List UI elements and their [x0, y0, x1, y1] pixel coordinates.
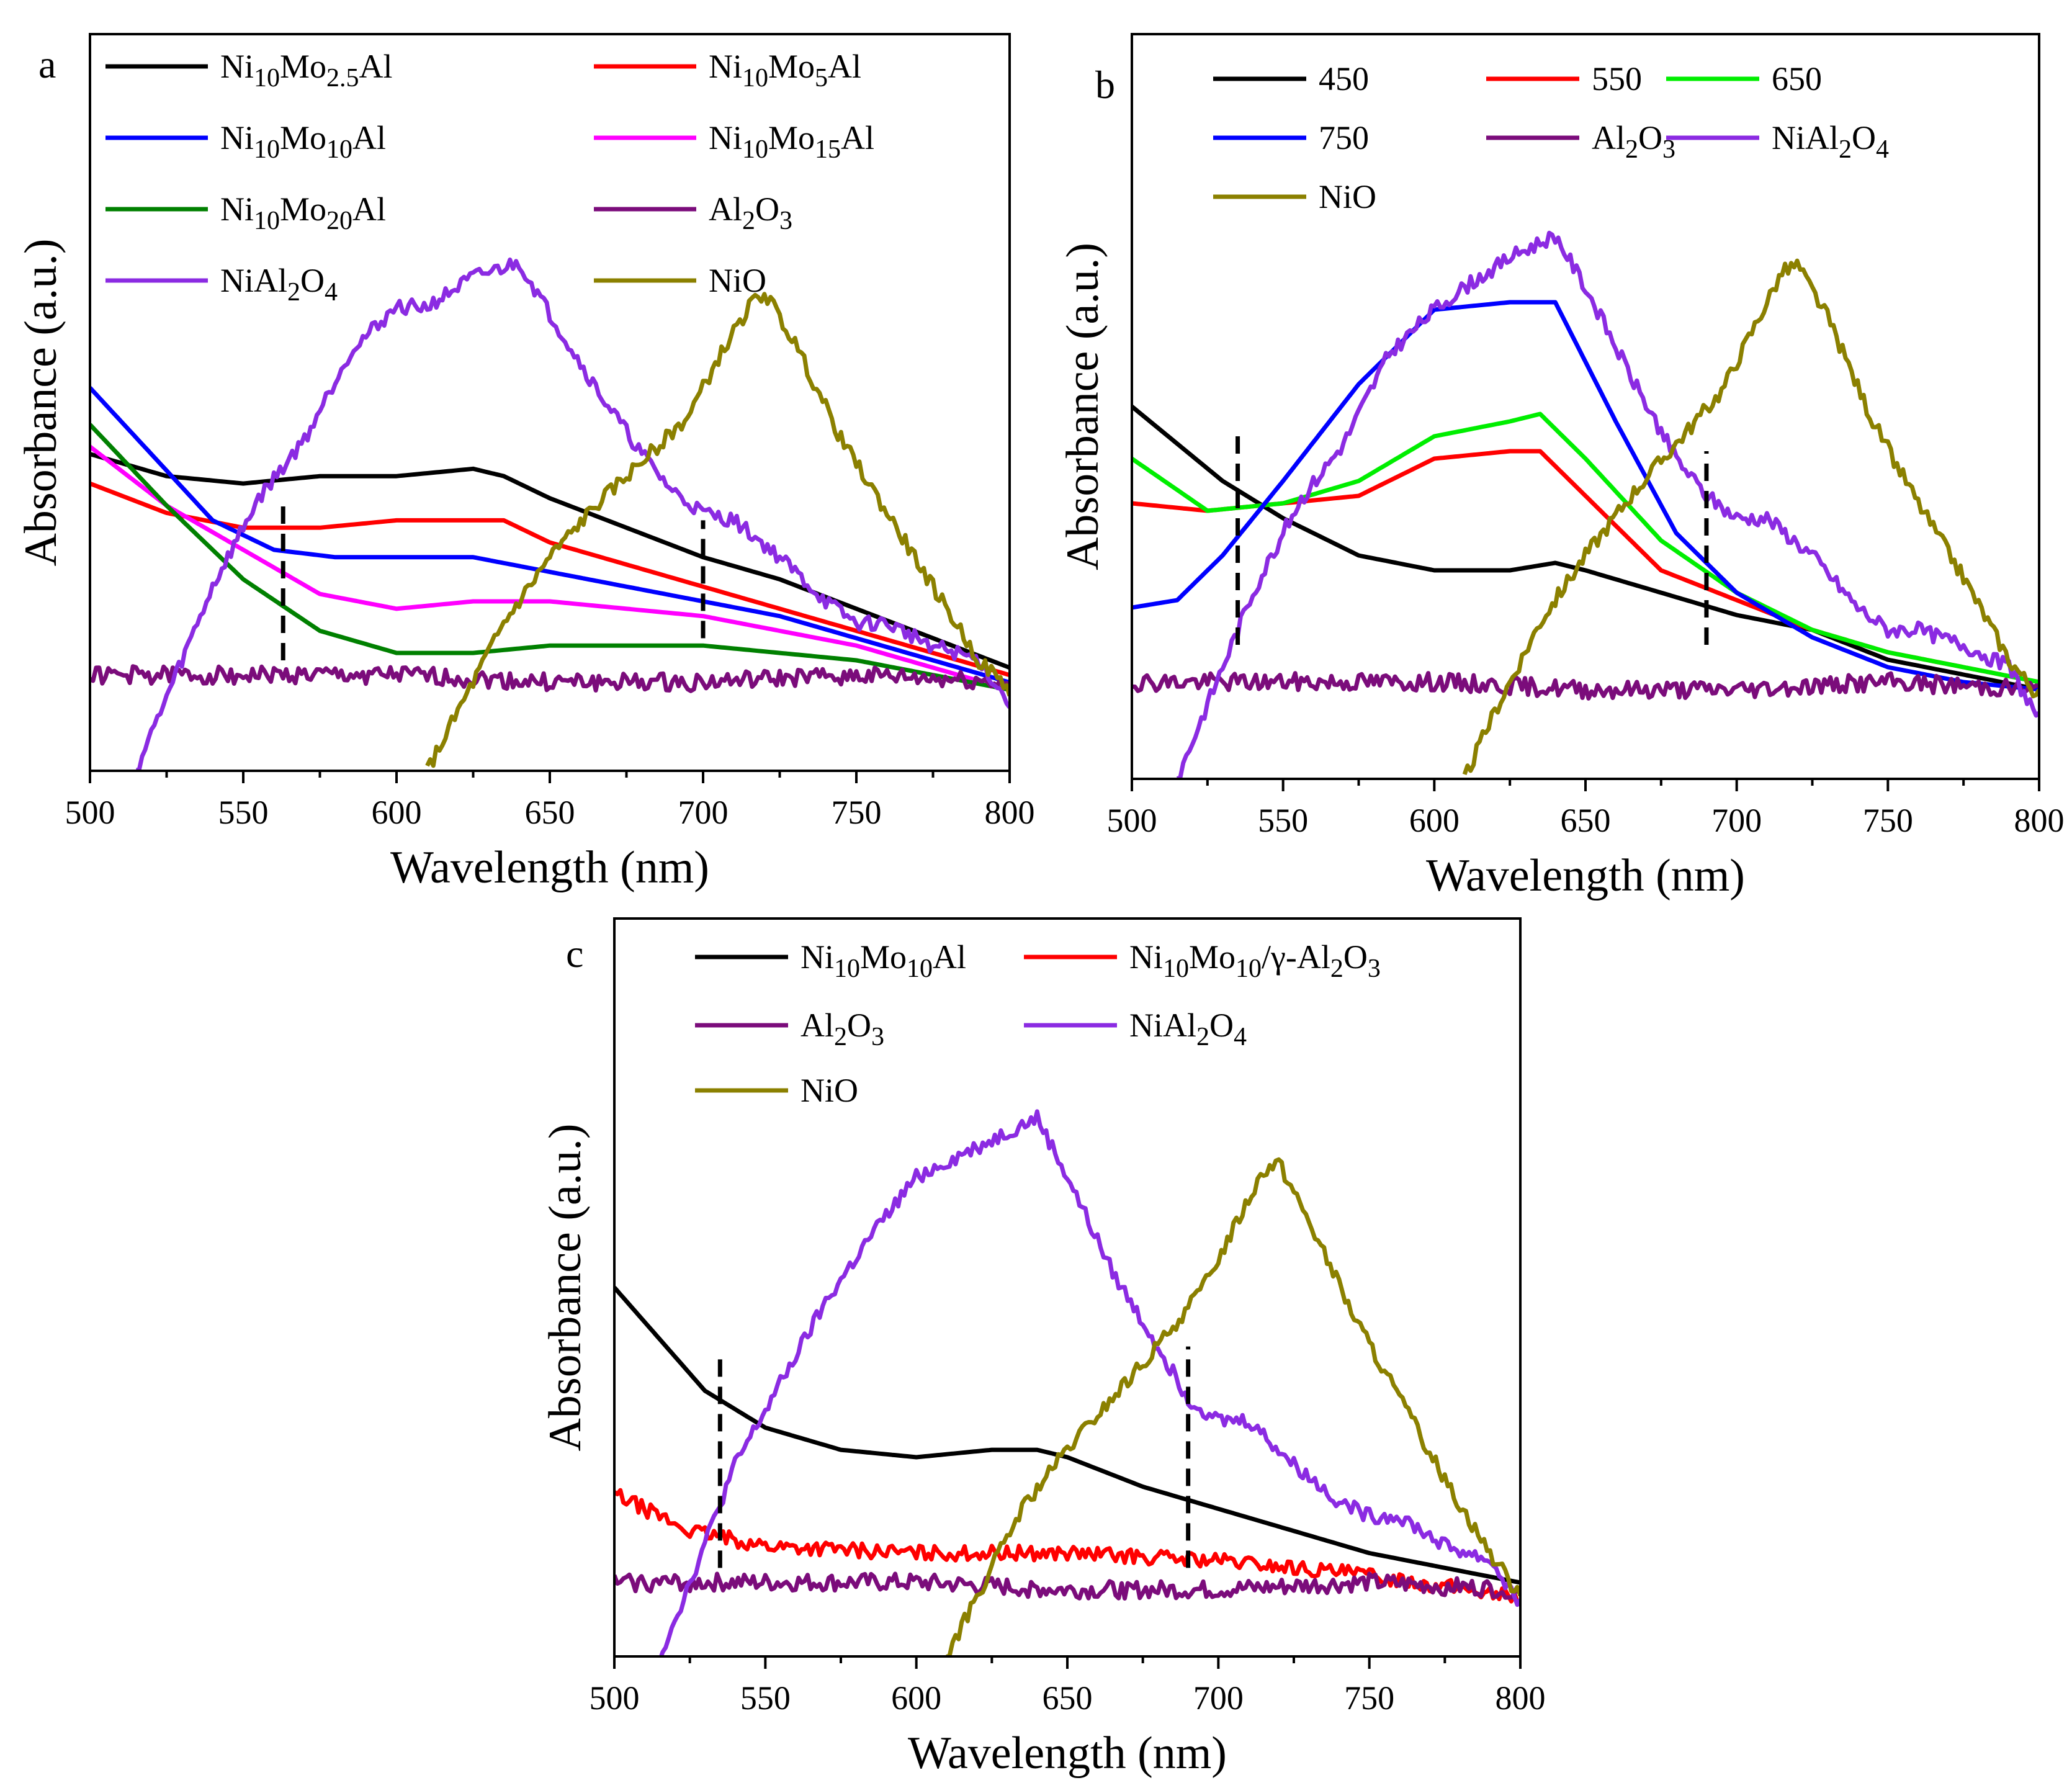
x-axis-title: Wavelength (nm)	[390, 842, 709, 893]
x-tick-label-650: 650	[1043, 1679, 1093, 1717]
y-axis-title: Absorbance (a.u.)	[540, 1123, 591, 1451]
legend-label-nial2o4: NiAl2O4	[1772, 119, 1889, 164]
series-line-al2o3	[1132, 671, 2039, 701]
series-line-ni10mo2-5al	[90, 452, 1010, 670]
series-line-ni10mo10al	[90, 386, 1010, 685]
legend: Ni10Mo10Al Ni10Mo10/γ-Al2O3 Al2O3 NiAl2O4 Ni…	[695, 938, 1381, 1109]
y-axis-title: Absorbance (a.u.)	[16, 238, 66, 566]
y-axis-title: Absorbance (a.u.)	[1057, 243, 1108, 570]
legend: Ni10Mo2.5Al Ni10Mo5Al Ni10Mo10Al Ni10Mo15Al…	[105, 48, 874, 307]
x-tick-label-600: 600	[372, 794, 422, 831]
legend-label-ni10mo15al: Ni10Mo15Al	[709, 119, 874, 164]
x-tick-label-750: 750	[1863, 802, 1913, 839]
series-line-nio	[425, 292, 1010, 768]
series-line-nial2o4	[658, 1109, 1520, 1656]
x-tick-label-500: 500	[590, 1679, 640, 1717]
panel-label-c: c	[566, 932, 583, 976]
legend: 450 550 650 750 Al2O3 NiAl2O4 NiO	[1213, 60, 1889, 215]
series-line-450	[1132, 405, 2039, 692]
x-tick-label-500: 500	[1107, 802, 1157, 839]
series-line-nial2o4	[1176, 230, 2039, 779]
legend-label-750: 750	[1319, 119, 1369, 156]
legend-label-450: 450	[1319, 60, 1369, 97]
series-line-650	[1132, 411, 2039, 685]
legend-label-650: 650	[1772, 60, 1822, 97]
x-tick-label-700: 700	[1711, 802, 1762, 839]
x-tick-label-650: 650	[1561, 802, 1611, 839]
x-tick-label-600: 600	[1409, 802, 1460, 839]
x-tick-label-800: 800	[2014, 802, 2065, 839]
plot-frame	[1131, 33, 2040, 780]
x-axis-title: Wavelength (nm)	[908, 1728, 1227, 1779]
legend-label-nio: NiO	[709, 262, 766, 299]
series-line-nio	[1462, 258, 2039, 775]
legend-label-nio: NiO	[1319, 178, 1376, 215]
x-tick-label-750: 750	[832, 794, 882, 831]
series-line-ni10mo10-al2o3	[614, 1488, 1520, 1604]
x-tick-label-550: 550	[740, 1679, 791, 1717]
x-axis-title: Wavelength (nm)	[1426, 850, 1745, 901]
legend-label-ni10mo10al: Ni10Mo10Al	[220, 119, 386, 164]
series-line-al2o3	[90, 664, 1010, 693]
series-line-ni10mo20al	[90, 423, 1010, 692]
legend-label-nio: NiO	[801, 1072, 858, 1109]
legend-label-al2o3: Al2O3	[801, 1007, 884, 1051]
legend-label-ni10mo10-al2o3: Ni10Mo10/γ-Al2O3	[1129, 938, 1381, 983]
legend-label-ni10mo2-5al: Ni10Mo2.5Al	[220, 48, 393, 92]
legend-label-ni10mo20al: Ni10Mo20Al	[220, 191, 386, 235]
chart-panel-b: 500 550 600 650 700 750 800 Wavelength (nm) Abso…	[1057, 33, 2065, 901]
x-tick-label-650: 650	[525, 794, 575, 831]
panel-label-a: a	[38, 42, 56, 86]
x-tick-label-800: 800	[985, 794, 1035, 831]
series-line-nio	[946, 1157, 1520, 1656]
series-line-ni10mo10al	[614, 1286, 1520, 1585]
legend-label-550: 550	[1592, 60, 1642, 97]
series-line-750	[1132, 300, 2039, 692]
x-tick-label-700: 700	[1193, 1679, 1244, 1717]
series-line-ni10mo15al	[90, 444, 1010, 692]
x-tick-label-750: 750	[1344, 1679, 1394, 1717]
x-tick-label-800: 800	[1496, 1679, 1546, 1717]
chart-panel-c: 500 550 600 650 700 750 800 Wavelength (nm) Abso…	[540, 917, 1546, 1779]
legend-label-ni10mo10al: Ni10Mo10Al	[801, 938, 966, 983]
series-line-nial2o4	[135, 257, 1010, 771]
x-tick-label-550: 550	[1258, 802, 1308, 839]
legend-label-al2o3: Al2O3	[709, 191, 792, 235]
legend-label-al2o3: Al2O3	[1592, 119, 1675, 164]
x-tick-label-600: 600	[891, 1679, 941, 1717]
legend-label-ni10mo5al: Ni10Mo5Al	[709, 48, 861, 92]
x-tick-label-500: 500	[65, 794, 115, 831]
legend-label-nial2o4: NiAl2O4	[1129, 1007, 1247, 1051]
legend-label-nial2o4: NiAl2O4	[220, 262, 338, 307]
chart-panel-a: 500 550 600 650 700 750 800 Wavelength (nm) Abso…	[16, 33, 1035, 893]
x-tick-label-550: 550	[218, 794, 269, 831]
panel-label-b: b	[1095, 63, 1115, 107]
x-tick-label-700: 700	[678, 794, 729, 831]
series-line-al2o3	[614, 1571, 1520, 1601]
